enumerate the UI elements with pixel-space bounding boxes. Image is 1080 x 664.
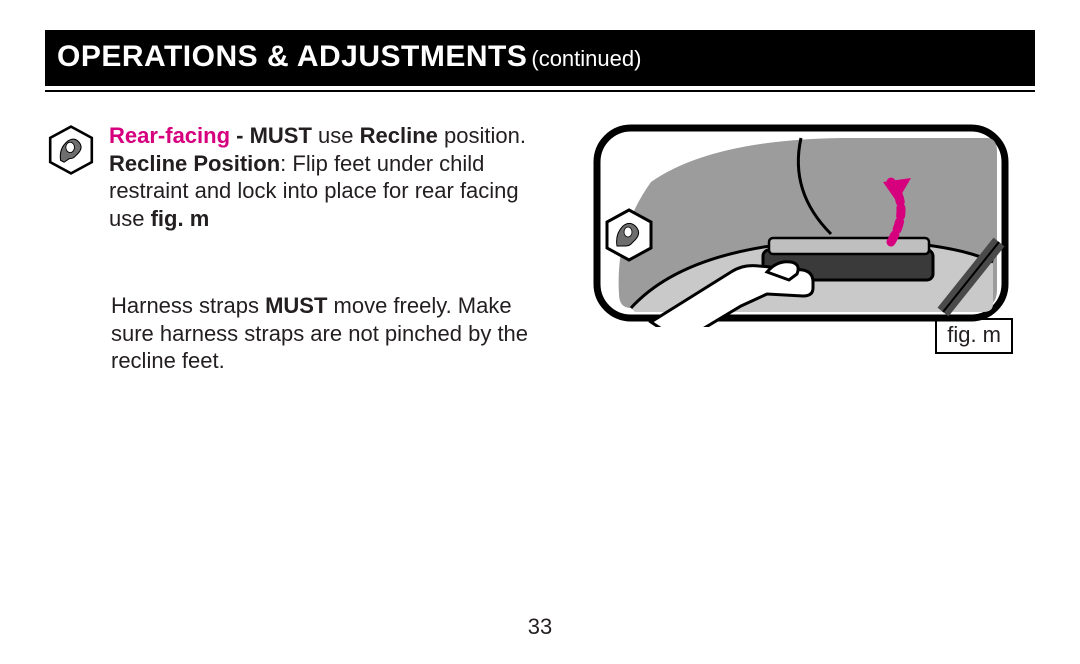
fig-m-ref: fig. m xyxy=(151,206,210,231)
para-rear-facing: Rear-facing - MUST use Recline position.… xyxy=(45,122,537,232)
rear-facing-hex-icon xyxy=(45,124,97,176)
use-word: use xyxy=(312,123,360,148)
figure-column: fig. m xyxy=(567,122,1035,614)
header-underline xyxy=(45,90,1035,92)
rear-facing-label: Rear-facing xyxy=(109,123,230,148)
manual-page: OPERATIONS & ADJUSTMENTS (continued) Rea… xyxy=(0,0,1080,664)
page-number: 33 xyxy=(45,614,1035,644)
para-harness: Harness straps MUST move freely. Make su… xyxy=(111,292,537,375)
para-rear-facing-text: Rear-facing - MUST use Recline position.… xyxy=(109,122,537,232)
harness-p1: Harness straps xyxy=(111,293,265,318)
recline-position-label: Recline Position xyxy=(109,151,280,176)
must-label-1: - MUST xyxy=(230,123,312,148)
figure-m-svg xyxy=(591,122,1011,327)
position-line: position. xyxy=(444,123,526,148)
section-header-inner: OPERATIONS & ADJUSTMENTS (continued) xyxy=(45,32,1035,84)
recline-word: Recline xyxy=(360,123,438,148)
figure-m xyxy=(591,122,1011,322)
content-row: Rear-facing - MUST use Recline position.… xyxy=(45,122,1035,614)
text-column: Rear-facing - MUST use Recline position.… xyxy=(45,122,537,614)
section-title: OPERATIONS & ADJUSTMENTS xyxy=(57,40,527,74)
section-subtitle: (continued) xyxy=(531,46,641,72)
section-header: OPERATIONS & ADJUSTMENTS (continued) xyxy=(45,30,1035,86)
must-label-2: MUST xyxy=(265,293,327,318)
